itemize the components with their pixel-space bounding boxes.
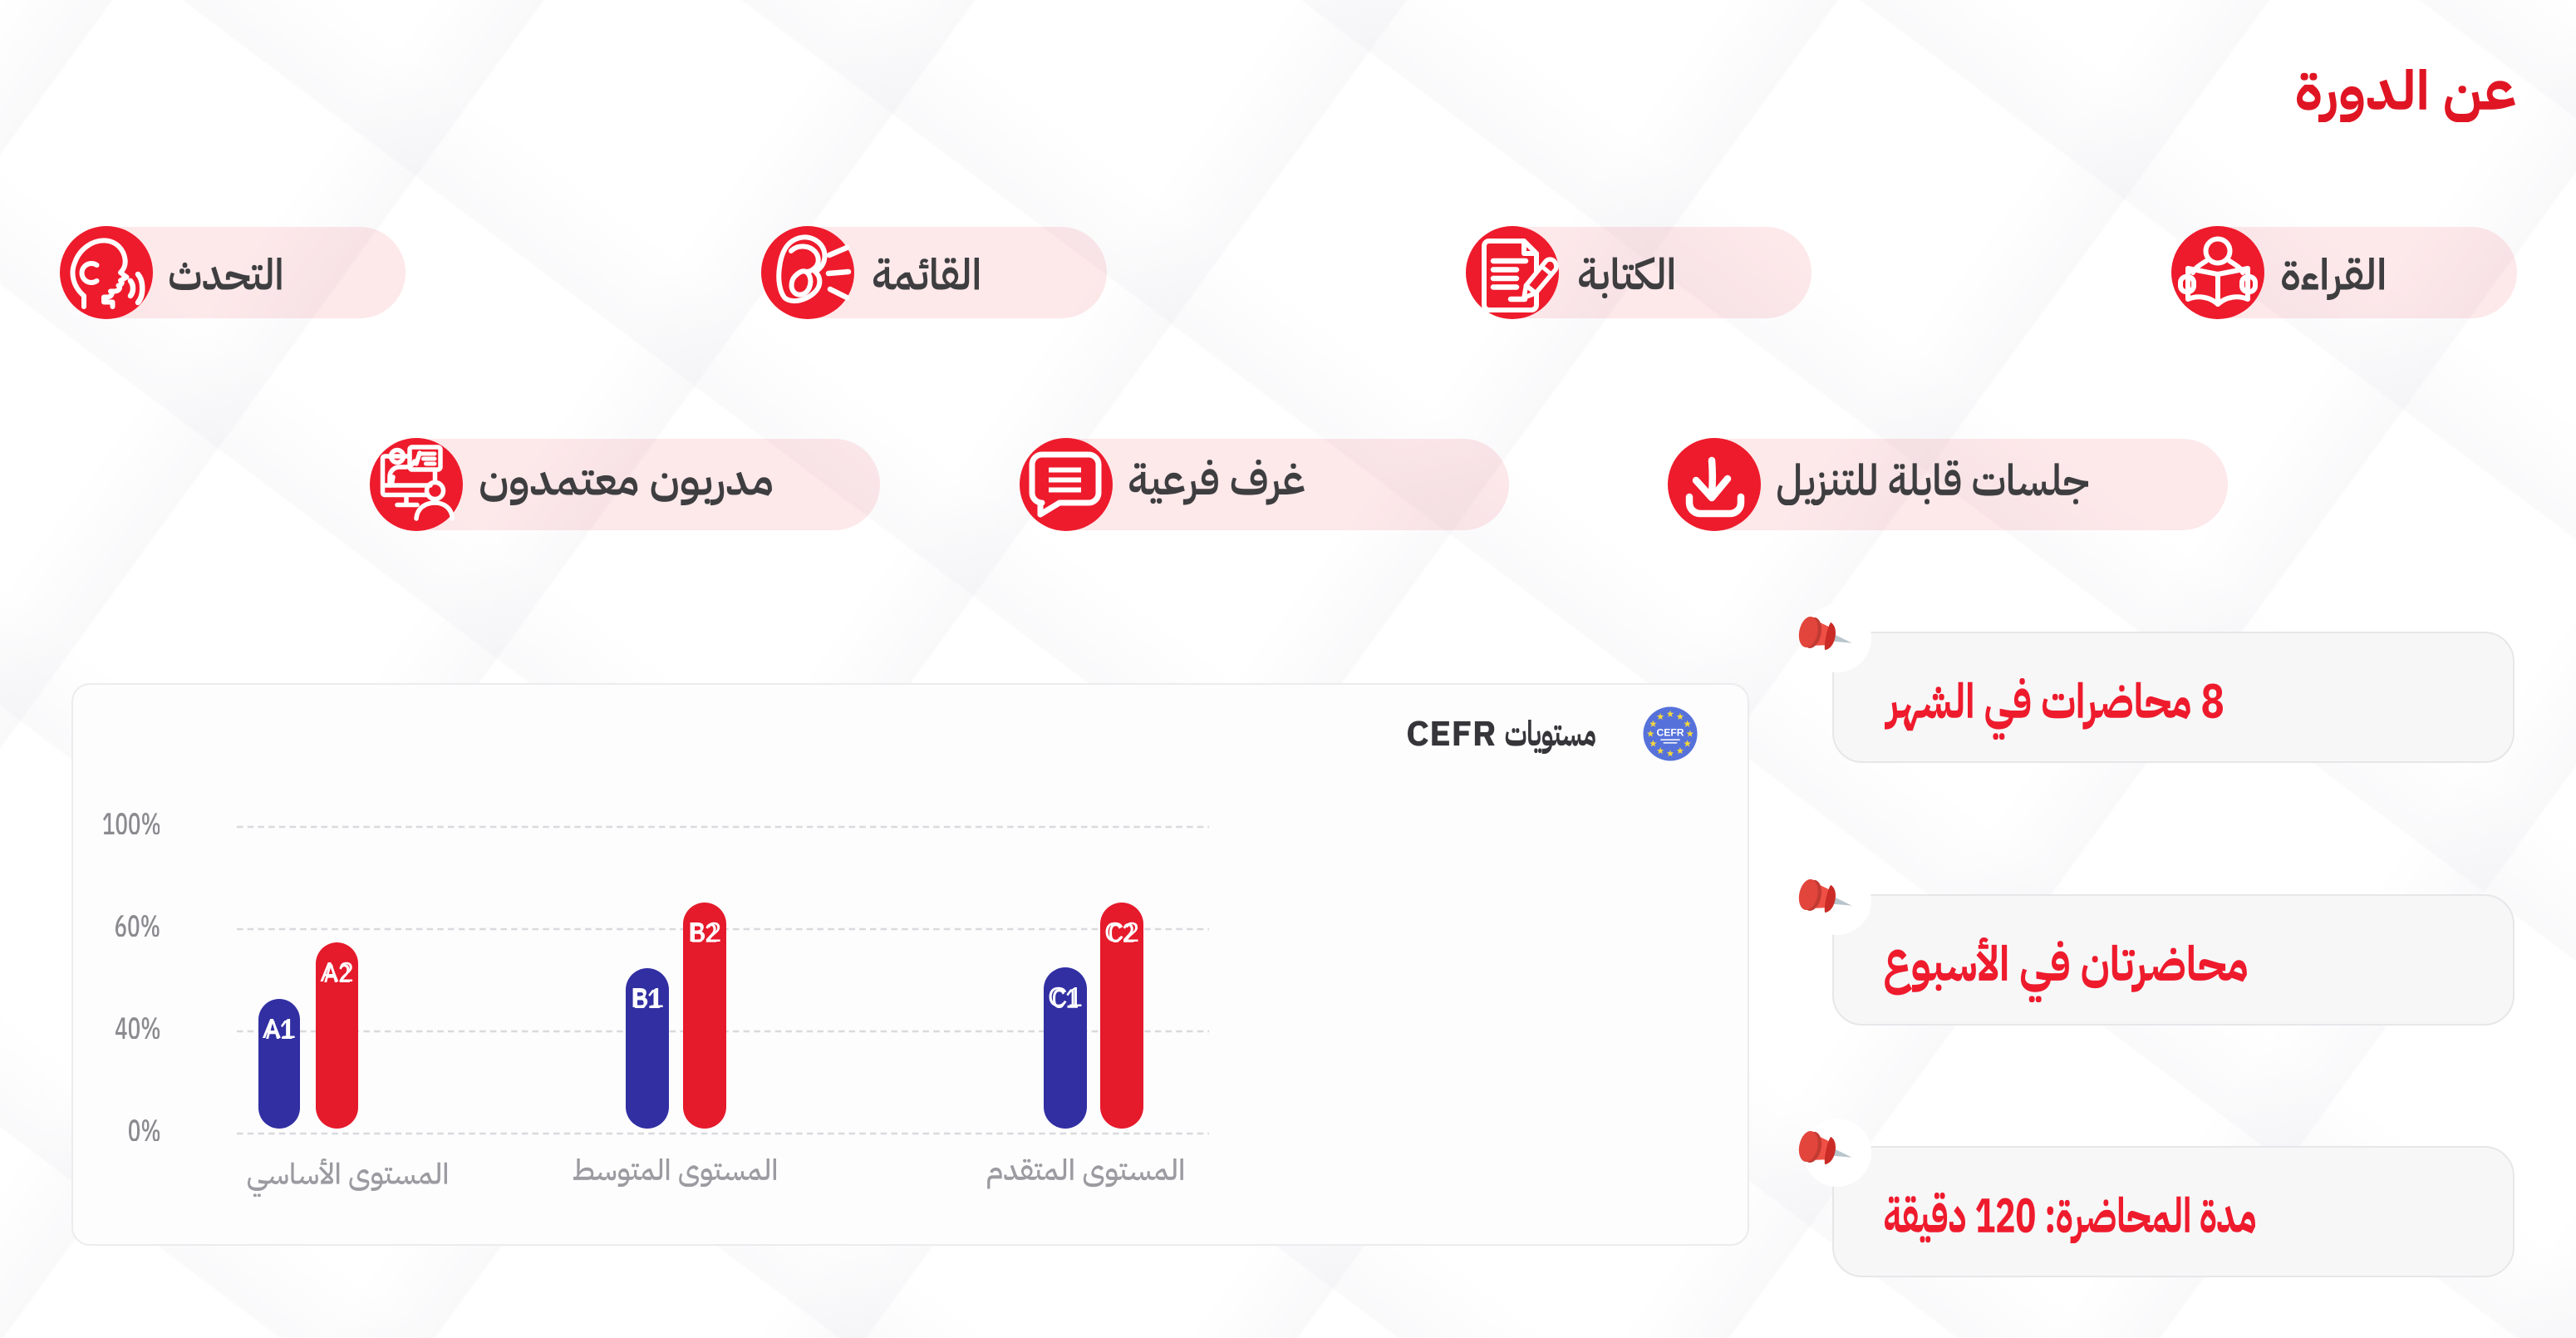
svg-text:CEFR: CEFR [1656, 726, 1684, 738]
